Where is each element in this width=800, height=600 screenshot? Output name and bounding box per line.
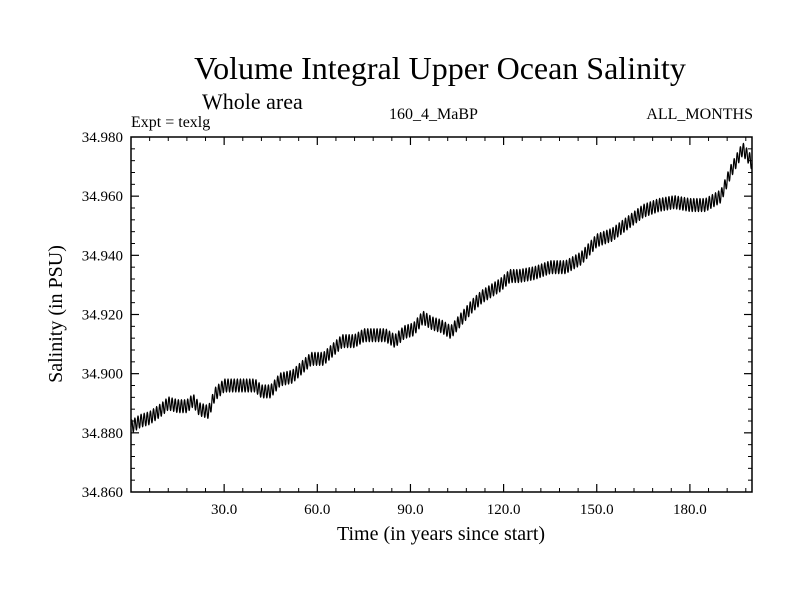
x-tick-label: 180.0 xyxy=(673,502,707,518)
y-tick-label: 34.900 xyxy=(82,367,123,383)
series-layer xyxy=(130,142,753,433)
y-tick-label: 34.980 xyxy=(82,130,123,146)
y-tick-label: 34.860 xyxy=(82,485,123,501)
x-axis-title: Time (in years since start) xyxy=(337,523,545,545)
experiment-label: Expt = texlg xyxy=(131,114,211,131)
x-tick-label: 60.0 xyxy=(304,502,330,518)
x-tick-label: 30.0 xyxy=(211,502,237,518)
y-tick-label: 34.920 xyxy=(82,308,123,324)
chart-title: Volume Integral Upper Ocean Salinity xyxy=(194,50,686,86)
chart-subtitle: Whole area xyxy=(202,89,303,114)
time-period-label: 160_4_MaBP xyxy=(389,106,478,123)
y-axis-title: Salinity (in PSU) xyxy=(45,245,67,383)
plot-frame xyxy=(130,136,753,493)
x-tick-label: 120.0 xyxy=(487,502,521,518)
y-tick-label: 34.960 xyxy=(82,189,123,205)
series-line xyxy=(130,142,753,433)
x-tick-label: 150.0 xyxy=(580,502,614,518)
x-tick-label: 90.0 xyxy=(397,502,423,518)
months-label: ALL_MONTHS xyxy=(646,106,753,123)
y-tick-label: 34.940 xyxy=(82,248,123,264)
y-tick-label: 34.880 xyxy=(82,426,123,442)
